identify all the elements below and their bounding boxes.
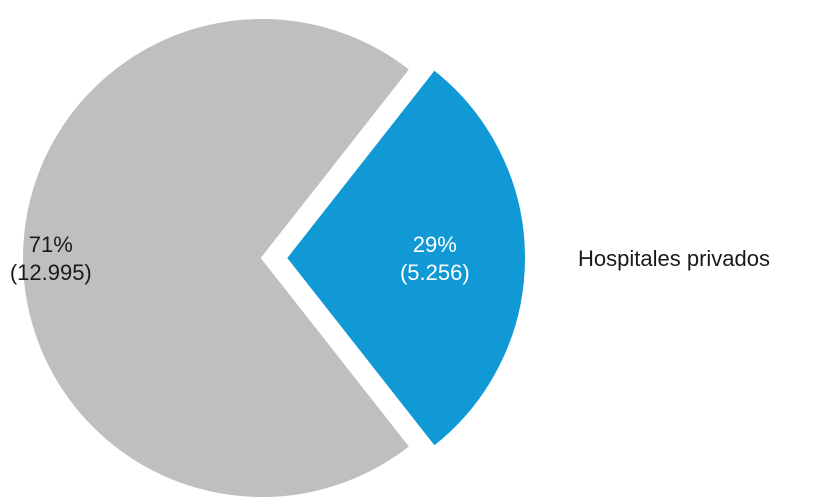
slice-percent-label: 29% [413, 232, 457, 257]
slice-value-label: (5.256) [400, 260, 470, 285]
pie-slice-other [21, 17, 412, 499]
pie-slice-hospitales-privados [284, 67, 528, 449]
legend-label-hospitales-privados: Hospitales privados [578, 246, 770, 271]
slice-percent-label: 71% [29, 232, 73, 257]
slice-value-label: (12.995) [10, 260, 92, 285]
